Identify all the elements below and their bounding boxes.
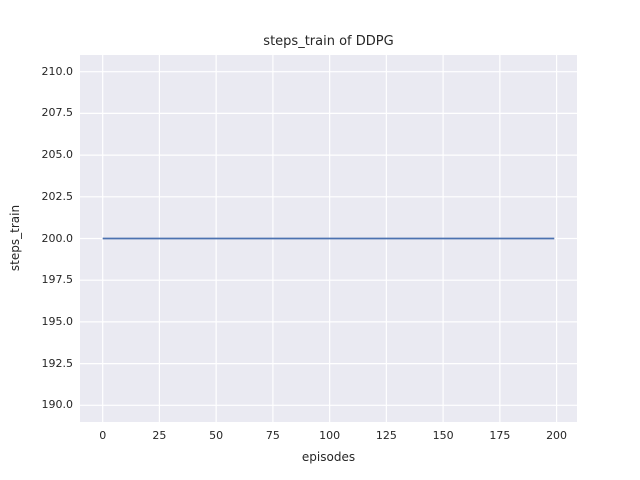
x-tick-label: 200 (546, 429, 568, 442)
y-tick-label: 207.5 (41, 106, 74, 120)
chart-title: steps_train of DDPG (263, 34, 394, 49)
y-tick-label: 192.5 (41, 356, 74, 370)
y-tick-label: 195.0 (41, 314, 74, 328)
y-tick-label: 190.0 (41, 398, 74, 412)
x-tick-label: 150 (432, 429, 454, 442)
x-axis-label: episodes (301, 450, 356, 464)
y-tick-label: 210.0 (41, 64, 74, 78)
x-tick-label: 125 (375, 429, 397, 442)
x-tick-label: 0 (99, 429, 107, 442)
plot-area (80, 55, 577, 422)
x-tick-label: 25 (152, 429, 167, 442)
y-tick-label: 205.0 (41, 148, 74, 162)
x-tick-label: 100 (319, 429, 341, 442)
y-tick-label: 200.0 (41, 231, 74, 245)
y-tick-label: 197.5 (41, 273, 74, 287)
y-tick-label: 202.5 (41, 189, 74, 203)
chart-canvas (80, 55, 577, 422)
x-tick-label: 75 (265, 429, 280, 442)
x-tick-label: 175 (489, 429, 511, 442)
x-tick-label: 50 (209, 429, 224, 442)
